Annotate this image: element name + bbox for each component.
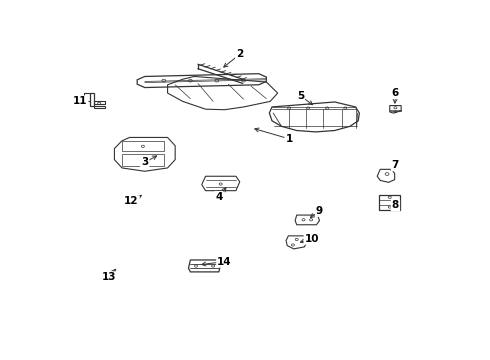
Text: 10: 10 xyxy=(305,234,319,244)
Text: 9: 9 xyxy=(316,206,323,216)
Text: 2: 2 xyxy=(236,49,244,59)
Text: 7: 7 xyxy=(392,160,399,170)
Text: 14: 14 xyxy=(217,257,232,267)
Text: 11: 11 xyxy=(73,96,88,107)
Text: 8: 8 xyxy=(392,201,399,210)
Text: 12: 12 xyxy=(124,196,139,206)
Text: 3: 3 xyxy=(141,157,148,167)
Text: 6: 6 xyxy=(392,88,399,98)
Text: 13: 13 xyxy=(101,273,116,283)
Text: 5: 5 xyxy=(297,91,304,101)
Text: 1: 1 xyxy=(286,134,293,144)
Text: 4: 4 xyxy=(215,192,222,202)
